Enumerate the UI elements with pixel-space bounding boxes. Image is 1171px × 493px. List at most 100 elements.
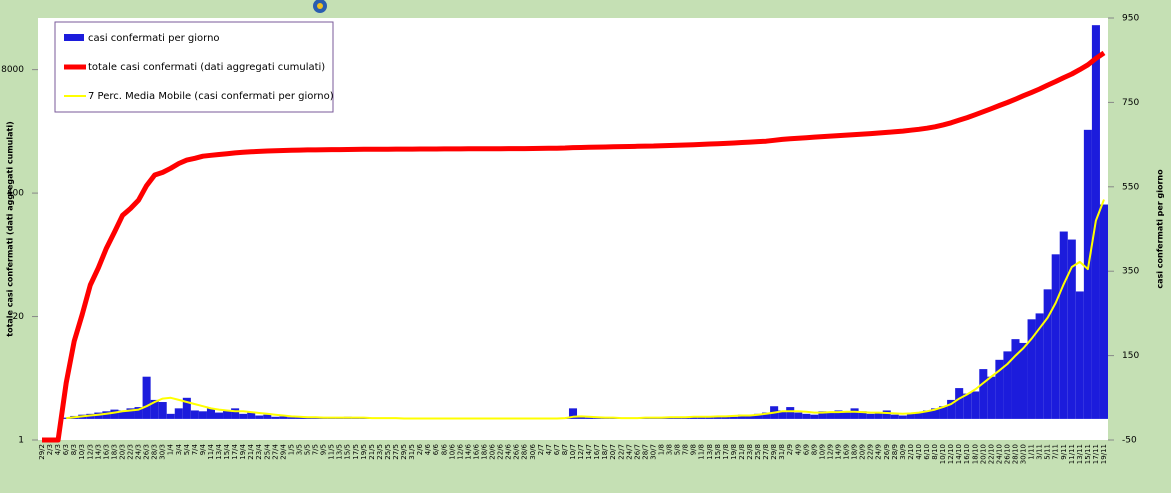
bar	[94, 412, 103, 419]
x-tick-label: 25/4	[263, 443, 271, 459]
x-tick-label: 1/4	[167, 443, 175, 455]
x-tick-label: 23/5	[376, 444, 384, 460]
y-tick-label: 1	[18, 436, 24, 446]
bar	[906, 413, 915, 419]
bar	[593, 418, 602, 419]
y-tick-label: 20	[13, 312, 25, 322]
x-tick-label: 12/7	[577, 444, 585, 460]
x-tick-label: 13/8	[706, 444, 714, 460]
bar	[810, 414, 819, 419]
bar	[198, 411, 207, 419]
x-tick-label: 4/3	[54, 444, 62, 455]
x-tick-label: 28/3	[151, 444, 159, 460]
x-tick-label: 3/8	[666, 444, 674, 455]
y-axis-label: totale casi confermati (dati aggregati c…	[6, 121, 15, 336]
x-tick-label: 8/9	[810, 444, 818, 455]
x-tick-label: 29/2	[38, 444, 46, 460]
x-tick-label: 8/6	[440, 443, 448, 455]
x-tick-label: 27/8	[762, 444, 770, 460]
bar	[778, 410, 787, 419]
x-tick-label: 19/4	[239, 443, 247, 459]
x-tick-label: 5/5	[304, 444, 312, 455]
x-tick-label: 10/9	[818, 444, 826, 460]
y2-tick-label: 750	[1122, 98, 1139, 108]
x-tick-label: 14/7	[585, 444, 593, 460]
x-tick-label: 15/11	[1084, 444, 1092, 464]
x-tick-label: 5/11	[1044, 444, 1052, 460]
x-tick-label: 6/10	[923, 444, 931, 460]
bar	[166, 413, 175, 419]
x-tick-label: 3/11	[1036, 444, 1044, 460]
x-tick-label: 22/7	[617, 444, 625, 460]
bar	[898, 415, 907, 419]
bar	[214, 412, 224, 419]
x-tick-label: 9/5	[320, 444, 328, 455]
x-tick-label: 6/6	[432, 443, 440, 455]
bar	[150, 399, 159, 419]
x-tick-label: 26/6	[513, 443, 521, 459]
x-tick-label: 31/8	[778, 444, 786, 460]
x-tick-label: 13/5	[336, 444, 344, 460]
bar	[1043, 289, 1052, 419]
bar	[931, 408, 940, 419]
x-tick-label: 25/5	[384, 444, 392, 460]
x-tick-label: 18/10	[971, 444, 979, 464]
bar	[190, 410, 199, 419]
x-tick-label: 6/9	[802, 444, 810, 455]
x-tick-label: 8/3	[70, 444, 78, 455]
bar	[311, 418, 320, 419]
bar	[279, 416, 288, 419]
x-tick-label: 30/10	[1020, 444, 1028, 464]
x-tick-label: 17/8	[722, 444, 730, 460]
y-tick-label: 400	[7, 189, 24, 199]
x-tick-label: 17/11	[1092, 444, 1100, 464]
x-tick-label: 20/7	[609, 444, 617, 460]
x-tick-label: 16/6	[472, 443, 480, 459]
x-tick-label: 30/6	[529, 443, 537, 459]
x-tick-label: 22/3	[127, 444, 135, 460]
x-tick-label: 30/9	[899, 444, 907, 460]
x-tick-label: 2/10	[907, 444, 915, 460]
x-tick-label: 4/7	[545, 444, 553, 455]
bar	[681, 417, 690, 419]
x-tick-label: 4/9	[794, 444, 802, 455]
x-tick-label: 30/3	[159, 444, 167, 460]
x-tick-label: 6/3	[62, 444, 70, 455]
bar	[1003, 351, 1012, 419]
legend: casi confermati per giorno totale casi co…	[64, 33, 334, 102]
x-tick-label: 4/6	[424, 443, 432, 455]
bar	[568, 408, 578, 419]
x-tick-label: 12/9	[826, 444, 834, 460]
x-tick-label: 21/8	[738, 444, 746, 460]
x-tick-label: 7/8	[682, 444, 690, 455]
x-tick-label: 29/5	[400, 444, 408, 460]
line	[66, 199, 1105, 420]
bar	[1035, 313, 1044, 419]
bar	[705, 417, 714, 419]
bar	[295, 416, 304, 419]
bar	[110, 409, 119, 419]
x-tick-label: 11/8	[698, 444, 706, 460]
bar	[1059, 231, 1068, 419]
x-tick-label: 21/4	[247, 443, 255, 459]
bar	[947, 399, 956, 419]
x-tick-label: 3/5	[295, 444, 303, 455]
y-tick-label: 8000	[1, 65, 24, 75]
bar	[1075, 291, 1084, 419]
x-tick-label: 12/10	[947, 444, 955, 464]
x-tick-label: 13/11	[1076, 444, 1084, 464]
bar	[231, 408, 240, 419]
bar	[263, 414, 272, 419]
x-tick-label: 19/8	[730, 444, 738, 460]
bar	[303, 417, 312, 419]
bar	[1083, 129, 1092, 419]
bar	[979, 369, 988, 419]
bar	[1019, 342, 1028, 419]
bar	[134, 407, 143, 419]
x-tick-label: 8/7	[561, 444, 569, 455]
x-tick-label: 16/9	[843, 444, 851, 460]
x-tick-label: 3/4	[175, 443, 183, 455]
bar	[1099, 204, 1108, 419]
bar	[850, 408, 859, 419]
